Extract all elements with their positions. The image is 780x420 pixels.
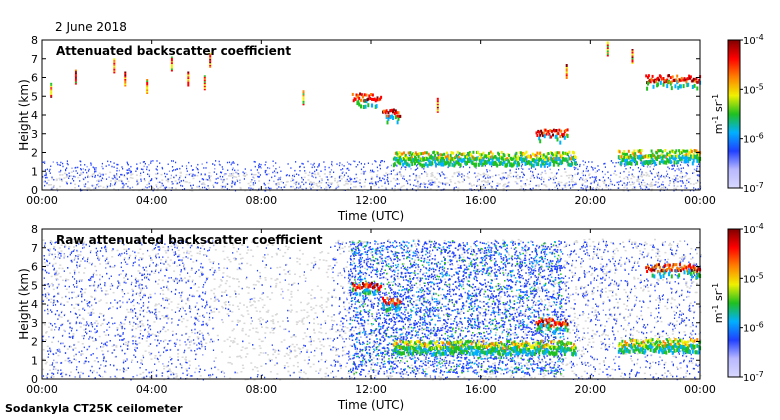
colorbar-tick-label: 10-6 [743,321,764,335]
y-tick-label: 6 [31,72,38,85]
colorbar-tick-label: 10-5 [743,271,764,285]
panel-title: Raw attenuated backscatter coefficient [56,233,323,247]
colorbar [727,228,741,378]
colorbar-tick-label: 10-4 [743,33,764,47]
panel-2: 0 1 2 3 4 5 6 7 8 00:00 04:00 08:00 12:00 16:00 20:00 0… [17,222,764,412]
colorbar-tick-label: 10-6 [743,132,764,146]
x-tick-label: 04:00 [136,194,168,207]
x-tick-label: 12:00 [355,383,387,396]
colorbar-tick-label: 10-5 [743,82,764,96]
heatmap-cells [42,41,702,192]
x-tick-label: 16:00 [465,383,497,396]
colorbar-tick-label: 10-7 [743,370,764,384]
y-axis-label: Height (km) [17,79,31,150]
plot-area [42,40,700,190]
y-tick-label: 7 [31,242,38,255]
colorbar-tick-label: 10-4 [743,222,764,236]
colorbar-label: m-1 sr-1 [711,283,725,323]
y-tick-label: 8 [31,223,38,236]
x-axis-label: Time (UTC) [337,398,404,412]
x-tick-label: 04:00 [136,383,168,396]
colorbar-label: m-1 sr-1 [711,94,725,134]
y-tick-label: 6 [31,261,38,274]
y-tick-label: 5 [31,90,38,103]
colorbar [727,39,741,189]
x-tick-label: 08:00 [245,383,277,396]
y-tick-label: 8 [31,34,38,47]
y-tick-label: 2 [31,147,38,160]
x-tick-label: 12:00 [355,194,387,207]
y-tick-label: 4 [31,298,38,311]
x-tick-label: 08:00 [245,194,277,207]
x-tick-label: 00:00 [26,194,58,207]
y-tick-label: 2 [31,336,38,349]
y-tick-label: 1 [31,354,38,367]
x-tick-label: 00:00 [684,383,716,396]
panel-title: Attenuated backscatter coefficient [56,44,291,58]
y-tick-label: 3 [31,317,38,330]
panel-1: 0 1 2 3 4 5 6 7 8 00:00 04:00 08:00 12:00 16:00 20:00 0… [17,33,764,223]
x-tick-label: 16:00 [465,194,497,207]
y-tick-label: 7 [31,53,38,66]
y-tick-label: 1 [31,165,38,178]
y-tick-label: 0 [31,373,38,386]
y-tick-label: 5 [31,279,38,292]
y-axis-label: Height (km) [17,268,31,339]
footer-label: Sodankyla CT25K ceilometer [5,402,183,415]
date-label: 2 June 2018 [55,20,127,34]
y-tick-label: 3 [31,128,38,141]
x-tick-label: 00:00 [26,383,58,396]
x-axis-label: Time (UTC) [337,209,404,223]
x-tick-label: 20:00 [574,383,606,396]
y-tick-label: 4 [31,109,38,122]
x-tick-label: 00:00 [684,194,716,207]
colorbar-tick-label: 10-7 [743,181,764,195]
x-tick-label: 20:00 [574,194,606,207]
y-tick-label: 0 [31,184,38,197]
